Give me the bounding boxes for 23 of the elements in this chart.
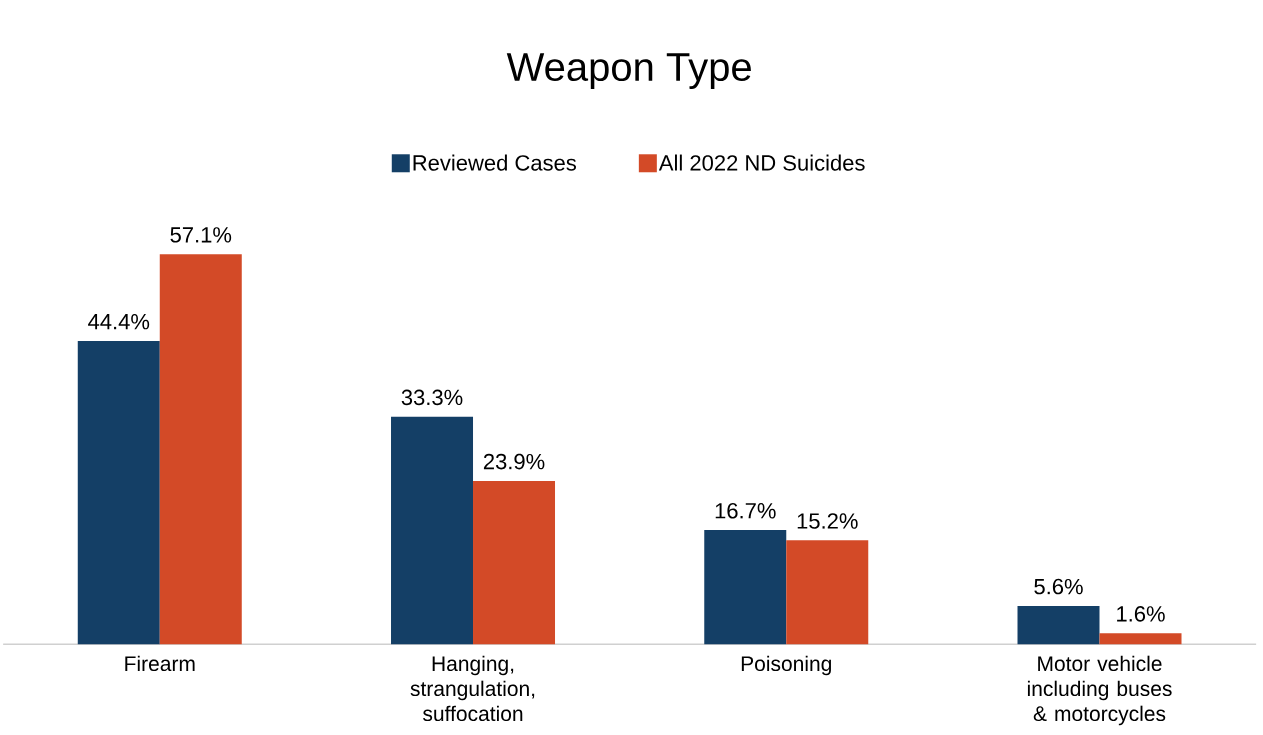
x-tick-label: Poisoning bbox=[741, 655, 831, 676]
bar bbox=[1099, 633, 1182, 645]
data-label: 23.9% bbox=[483, 453, 545, 470]
x-tick-label: Hanging, strangulation, suffocation bbox=[410, 655, 535, 722]
legend-label: Reviewed Cases bbox=[413, 154, 576, 171]
x-tick-label: Motor vehicle including buses & motorcycles bbox=[1027, 655, 1172, 726]
data-label: 33.3% bbox=[401, 389, 463, 406]
bar bbox=[159, 254, 242, 645]
data-label: 5.6% bbox=[1034, 578, 1083, 595]
legend-label: All 2022 ND Suicides bbox=[658, 154, 865, 171]
data-label: 57.1% bbox=[170, 227, 232, 243]
bar bbox=[473, 480, 556, 645]
bar bbox=[1017, 605, 1100, 645]
data-label: 15.2% bbox=[797, 513, 858, 529]
data-label: 16.7% bbox=[715, 502, 776, 519]
data-label: 1.6% bbox=[1117, 606, 1165, 622]
data-label: 44.4% bbox=[88, 313, 150, 330]
bar bbox=[391, 416, 474, 645]
bar bbox=[77, 340, 160, 645]
bar bbox=[786, 540, 869, 645]
bar bbox=[704, 530, 787, 645]
x-tick-label: Firearm bbox=[125, 655, 195, 672]
chart-title: Weapon Type bbox=[506, 53, 751, 89]
